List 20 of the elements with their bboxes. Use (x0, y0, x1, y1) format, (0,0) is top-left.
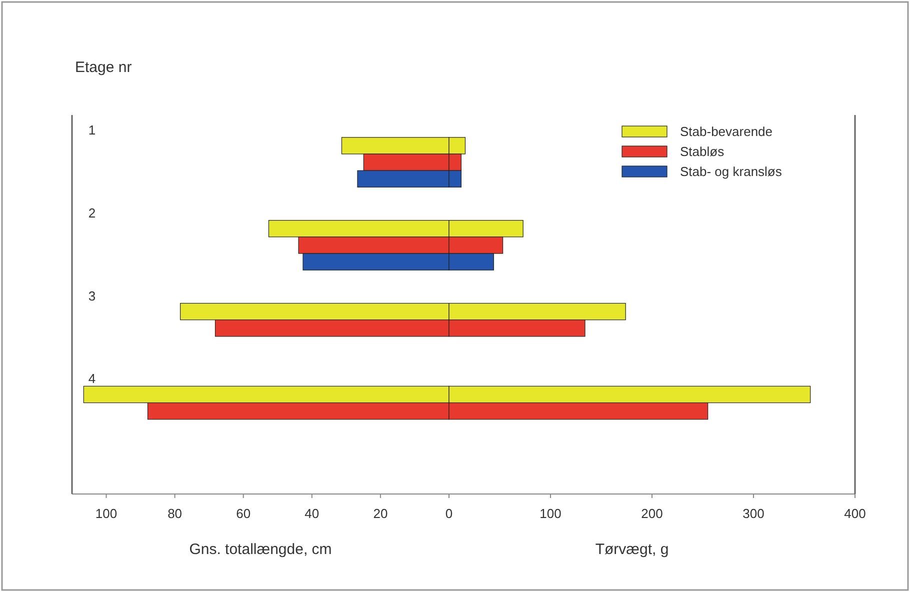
x-tick-label: 40 (304, 506, 320, 521)
y-tick-label: 4 (88, 371, 96, 386)
x-tick-label: 300 (742, 506, 764, 521)
x-tick-label: 400 (844, 506, 866, 521)
y-tick-label: 1 (88, 122, 96, 138)
y-tick-label: 2 (88, 205, 96, 220)
x-tick-label: 0 (445, 506, 453, 521)
x-tick-label: 100 (95, 506, 118, 521)
x-axis-title: Tørvægt, g (595, 541, 669, 558)
legend-label: Stab-bevarende (680, 124, 773, 139)
legend-label: Stabløs (680, 144, 725, 159)
x-tick-label: 200 (641, 506, 663, 521)
x-tick-label: 60 (236, 506, 251, 521)
x-tick-label: 100 (540, 506, 562, 521)
y-tick-label: 3 (88, 288, 96, 304)
x-tick-label: 20 (373, 506, 388, 521)
x-tick-label: 80 (168, 506, 182, 521)
x-axis-title: Gns. totallængde, cm (189, 541, 332, 558)
y-axis-title: Etage nr (75, 59, 132, 76)
legend-label: Stab- og kransløs (680, 164, 782, 179)
